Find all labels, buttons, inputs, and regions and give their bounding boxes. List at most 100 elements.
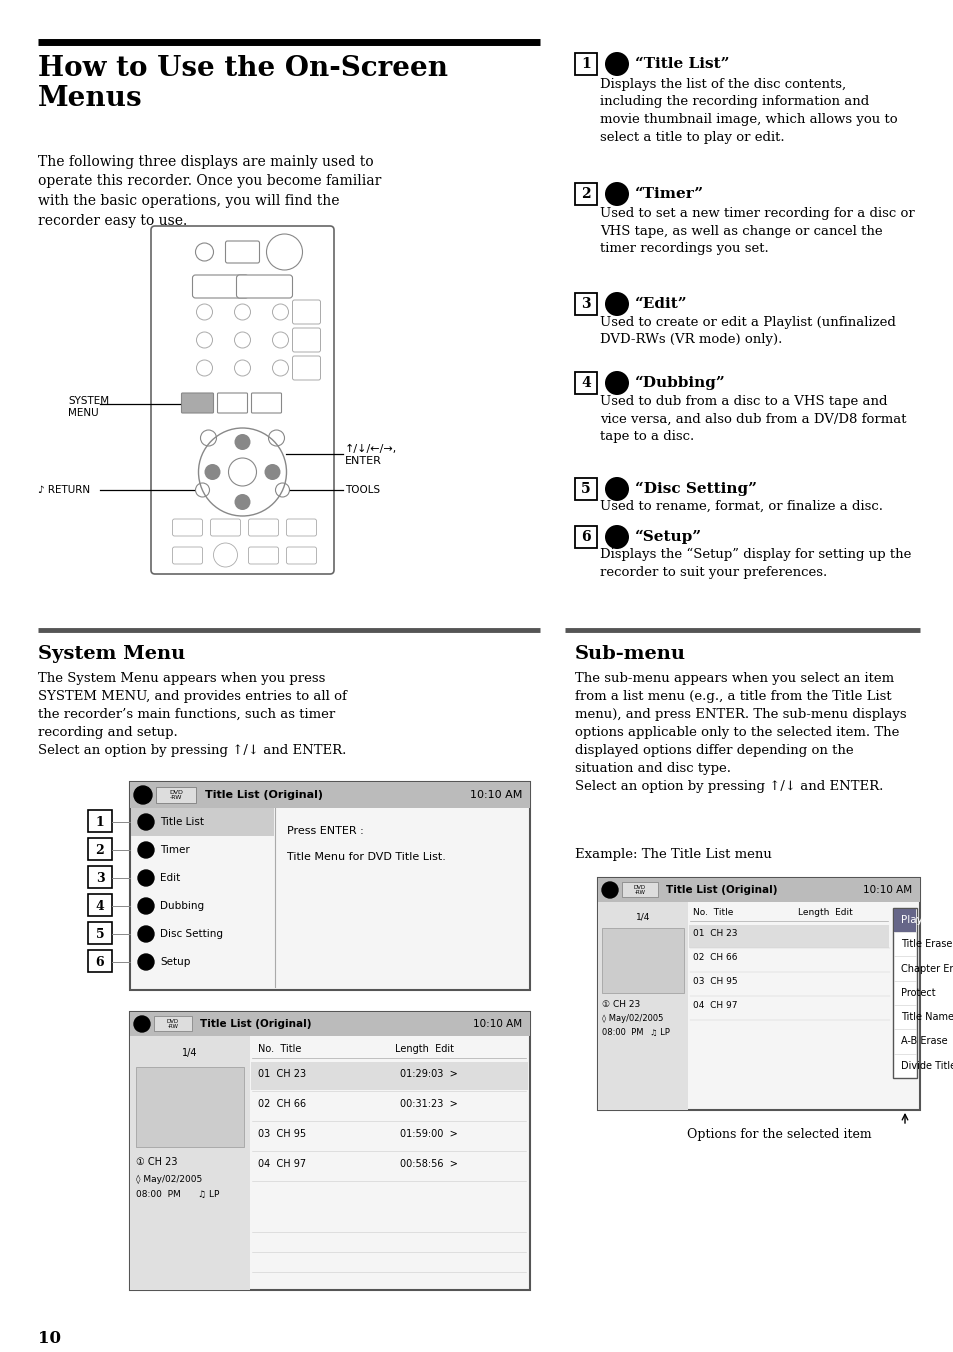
Text: Used to rename, format, or finalize a disc.: Used to rename, format, or finalize a di… [599, 500, 882, 512]
FancyBboxPatch shape [181, 393, 213, 412]
Circle shape [604, 51, 628, 76]
Circle shape [138, 814, 153, 830]
Circle shape [604, 477, 628, 502]
Bar [130, 781, 530, 990]
Text: Sub-menu: Sub-menu [575, 645, 685, 662]
Text: 5: 5 [580, 483, 590, 496]
Text: ◊ May/02/2005: ◊ May/02/2005 [601, 1014, 662, 1023]
Text: 2: 2 [95, 844, 104, 857]
Circle shape [133, 786, 152, 804]
Circle shape [133, 1015, 150, 1032]
Text: How to Use the On-Screen
Menus: How to Use the On-Screen Menus [38, 55, 448, 112]
FancyBboxPatch shape [293, 356, 320, 380]
Bar [575, 183, 597, 206]
Bar [136, 1067, 244, 1146]
FancyBboxPatch shape [248, 519, 278, 535]
Circle shape [138, 955, 153, 969]
Bar [575, 479, 597, 500]
Circle shape [138, 842, 153, 859]
Text: “Setup”: “Setup” [635, 530, 701, 544]
Text: ◊ May/02/2005: ◊ May/02/2005 [136, 1175, 202, 1184]
Text: 01:59:00  >: 01:59:00 > [399, 1129, 457, 1138]
Text: No.  Title: No. Title [257, 1044, 301, 1055]
Text: 1/4: 1/4 [635, 913, 650, 921]
Text: No.  Title: No. Title [692, 909, 733, 917]
Circle shape [138, 869, 153, 886]
Text: Title List (Original): Title List (Original) [200, 1019, 312, 1029]
Text: Setup: Setup [160, 957, 191, 967]
Text: ① CH 23: ① CH 23 [136, 1157, 177, 1167]
Text: “Dubbing”: “Dubbing” [635, 376, 725, 391]
Text: The sub-menu appears when you select an item
from a list menu (e.g., a title fro: The sub-menu appears when you select an … [575, 672, 905, 794]
FancyBboxPatch shape [151, 226, 334, 575]
Bar [88, 950, 112, 972]
Text: Used to create or edit a Playlist (unfinalized
DVD-RWs (VR mode) only).: Used to create or edit a Playlist (unfin… [599, 316, 895, 346]
Text: TOOLS: TOOLS [345, 485, 379, 495]
Text: Title List (Original): Title List (Original) [665, 886, 777, 895]
Circle shape [604, 525, 628, 549]
Bar [575, 526, 597, 548]
Text: “Title List”: “Title List” [635, 57, 729, 72]
Text: 01  CH 23: 01 CH 23 [257, 1069, 306, 1079]
Text: 5: 5 [95, 927, 104, 941]
Bar [251, 1063, 527, 1090]
FancyBboxPatch shape [156, 787, 195, 803]
Text: A-B Erase: A-B Erase [900, 1037, 946, 1046]
Text: 00:31:23  >: 00:31:23 > [399, 1099, 457, 1109]
Text: Displays the list of the disc contents,
including the recording information and
: Displays the list of the disc contents, … [599, 78, 897, 143]
Text: Title Name: Title Name [900, 1013, 953, 1022]
FancyBboxPatch shape [236, 274, 293, 297]
Bar [131, 808, 274, 836]
Text: Length  Edit: Length Edit [395, 1044, 454, 1055]
FancyBboxPatch shape [172, 548, 202, 564]
Circle shape [264, 464, 280, 480]
FancyBboxPatch shape [286, 548, 316, 564]
Text: 1: 1 [95, 815, 104, 829]
Text: 03  CH 95: 03 CH 95 [257, 1129, 306, 1138]
Text: Example: The Title List menu: Example: The Title List menu [575, 848, 771, 861]
Text: Displays the “Setup” display for setting up the
recorder to suit your preference: Displays the “Setup” display for setting… [599, 548, 910, 579]
Circle shape [604, 183, 628, 206]
Text: Timer: Timer [160, 845, 190, 854]
Text: 04  CH 97: 04 CH 97 [692, 1002, 737, 1010]
Text: 04  CH 97: 04 CH 97 [257, 1159, 306, 1169]
Text: DVD
-RW: DVD -RW [169, 790, 183, 800]
Circle shape [604, 292, 628, 316]
Bar [893, 909, 915, 932]
Text: Chapter Erase: Chapter Erase [900, 964, 953, 973]
FancyBboxPatch shape [217, 393, 247, 412]
Bar [88, 922, 112, 944]
Bar [88, 838, 112, 860]
Text: Protect: Protect [900, 988, 935, 998]
Bar [688, 925, 888, 948]
Bar [598, 877, 919, 1110]
Text: Edit: Edit [160, 873, 180, 883]
Text: 08:00  PM: 08:00 PM [136, 1190, 180, 1199]
Text: 10: 10 [38, 1330, 61, 1347]
Bar [88, 894, 112, 917]
Circle shape [138, 926, 153, 942]
FancyBboxPatch shape [293, 300, 320, 324]
Text: System Menu: System Menu [38, 645, 185, 662]
Text: ♪ RETURN: ♪ RETURN [38, 485, 90, 495]
Text: 2: 2 [580, 187, 590, 201]
Text: Play: Play [900, 915, 922, 925]
Text: Length  Edit: Length Edit [797, 909, 852, 917]
Text: 02  CH 66: 02 CH 66 [257, 1099, 306, 1109]
Circle shape [234, 493, 251, 510]
FancyBboxPatch shape [172, 519, 202, 535]
Text: 6: 6 [95, 956, 104, 968]
Circle shape [234, 434, 251, 450]
Bar [88, 810, 112, 831]
Text: 00:58:56  >: 00:58:56 > [399, 1159, 457, 1169]
Circle shape [601, 882, 618, 898]
Text: Title Erase: Title Erase [900, 940, 951, 949]
Text: Title List: Title List [160, 817, 204, 827]
FancyBboxPatch shape [252, 393, 281, 412]
Text: 10:10 AM: 10:10 AM [469, 790, 521, 800]
Text: 4: 4 [95, 899, 104, 913]
Text: Divide Title: Divide Title [900, 1061, 953, 1071]
Text: ♫ LP: ♫ LP [649, 1028, 669, 1037]
Text: SYSTEM
MENU: SYSTEM MENU [68, 396, 109, 418]
Text: Press ENTER :: Press ENTER : [287, 826, 363, 836]
